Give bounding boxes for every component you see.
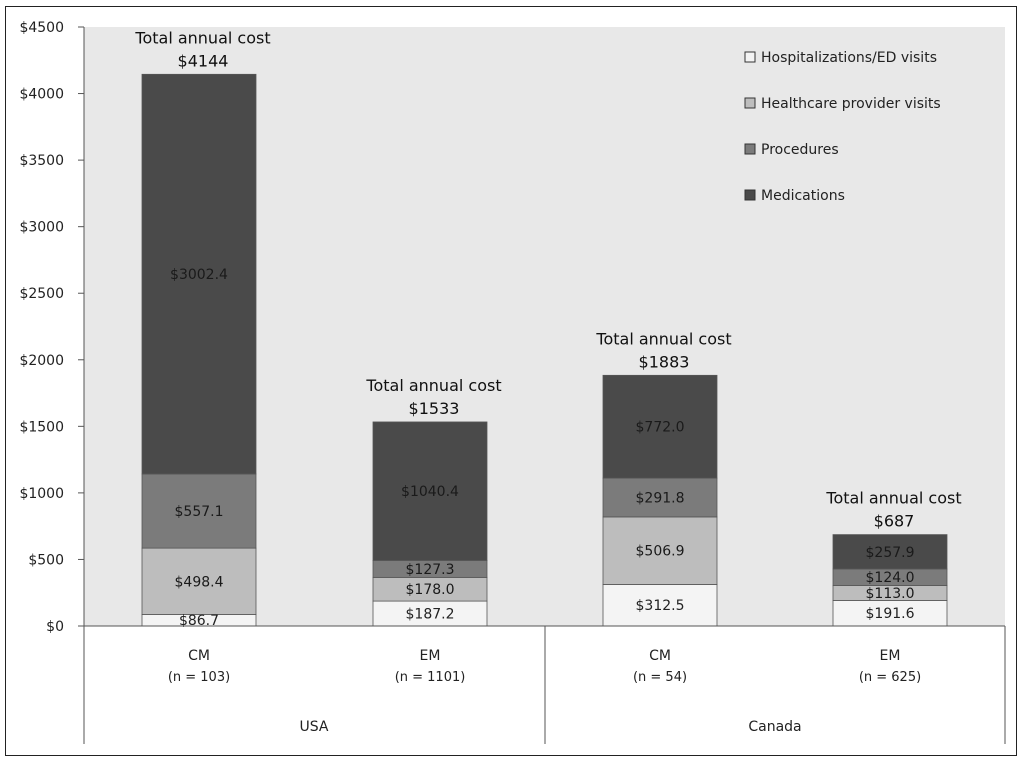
data-label: $178.0	[406, 582, 455, 598]
data-label: $506.9	[636, 544, 685, 560]
data-label: $498.4	[175, 574, 224, 590]
y-tick-label: $4500	[19, 20, 64, 36]
category-label: EM	[880, 648, 901, 664]
y-tick-label: $500	[28, 552, 64, 568]
data-label: $557.1	[175, 504, 224, 520]
legend-label: Medications	[761, 188, 845, 204]
data-label: $113.0	[866, 586, 915, 602]
y-tick-label: $1000	[19, 486, 64, 502]
y-tick-label: $2500	[19, 286, 64, 302]
data-label: $3002.4	[170, 267, 228, 283]
group-label: USA	[300, 719, 329, 735]
legend-swatch	[744, 189, 756, 201]
bar-segment	[141, 547, 257, 615]
y-tick-label: $4000	[19, 87, 64, 103]
data-label: $772.0	[636, 420, 685, 436]
total-label: $687	[874, 512, 915, 531]
total-caption: Total annual cost	[595, 329, 731, 348]
bar-segment	[602, 584, 718, 627]
bar-segment	[141, 473, 257, 549]
y-axis: $0 $500 $1000 $1500 $2000 $2500 $3000 $3500 $400…	[19, 20, 85, 744]
data-label: $291.8	[636, 491, 685, 507]
chart-frame	[5, 6, 1017, 756]
y-tick-label: $2000	[19, 353, 64, 369]
legend-swatch	[744, 97, 756, 109]
bar-segment	[602, 374, 718, 479]
category-size-label: (n = 625)	[859, 670, 921, 685]
legend-label: Healthcare provider visits	[761, 96, 941, 112]
category-size-label: (n = 103)	[168, 670, 230, 685]
total-label: $1533	[409, 399, 460, 418]
bars	[141, 73, 948, 627]
bar-segment	[141, 73, 257, 475]
legend-swatch	[744, 143, 756, 155]
bar-segment	[372, 600, 488, 627]
total-caption: Total annual cost	[825, 489, 961, 508]
legend: Hospitalizations/ED visits Healthcare pro…	[744, 50, 941, 204]
y-tick-label: $1500	[19, 419, 64, 435]
bar-segment	[832, 534, 948, 570]
data-label: $124.0	[866, 570, 915, 586]
bar-segment	[602, 516, 718, 585]
total-label: $1883	[639, 352, 690, 371]
data-label: $191.6	[866, 606, 915, 622]
category-label: CM	[649, 648, 671, 664]
legend-label: Hospitalizations/ED visits	[761, 50, 937, 66]
category-size-label: (n = 1101)	[395, 670, 466, 685]
bar-segment	[602, 477, 718, 518]
y-tick-label: $3500	[19, 153, 64, 169]
category-label: EM	[420, 648, 441, 664]
total-caption: Total annual cost	[134, 28, 270, 47]
data-label: $257.9	[866, 545, 915, 561]
bar-segment	[372, 421, 488, 561]
group-label: Canada	[748, 719, 801, 735]
legend-swatch	[744, 51, 756, 63]
data-label: $127.3	[406, 562, 455, 578]
category-size-label: (n = 54)	[633, 670, 687, 685]
data-label: $187.2	[406, 607, 455, 623]
data-label: $312.5	[636, 598, 685, 614]
data-labels: $86.7 $498.4 $557.1 $3002.4 Total annual cos…	[134, 28, 961, 629]
data-label: $86.7	[179, 613, 219, 629]
legend-label: Procedures	[761, 142, 839, 158]
data-label: $1040.4	[401, 484, 459, 500]
category-axis: CM (n = 103) EM (n = 1101) CM (n = 54) EM (n = …	[84, 625, 1006, 744]
total-caption: Total annual cost	[365, 376, 501, 395]
category-label: CM	[188, 648, 210, 664]
total-label: $4144	[178, 51, 229, 70]
y-tick-label: $0	[46, 619, 64, 635]
bar-segment	[832, 600, 948, 627]
y-tick-label: $3000	[19, 220, 64, 236]
